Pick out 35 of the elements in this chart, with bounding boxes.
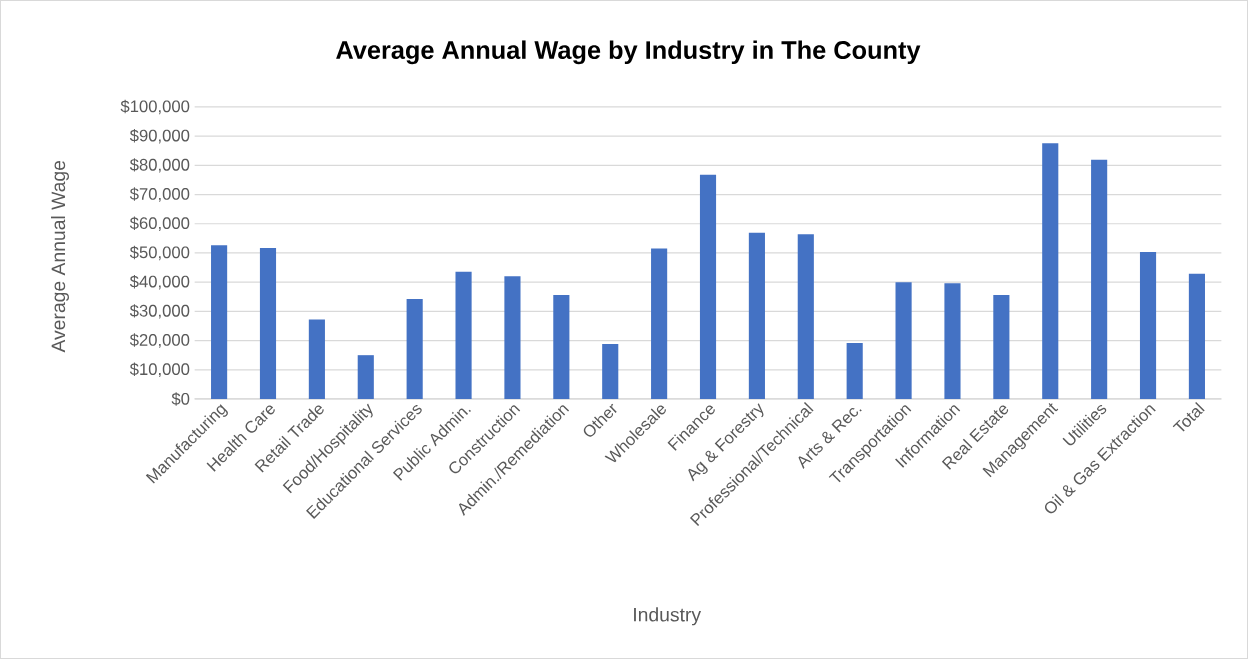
bar <box>1091 159 1108 399</box>
bar <box>602 344 619 399</box>
bar <box>406 299 423 399</box>
bar <box>259 248 277 399</box>
y-tick-label: $70,000 <box>129 187 190 202</box>
y-tick-label: $90,000 <box>129 128 190 144</box>
y-tick-label: $50,000 <box>129 245 190 261</box>
y-tick-label: $80,000 <box>129 158 190 173</box>
bar <box>944 283 961 399</box>
y-tick-label: $40,000 <box>129 274 190 290</box>
y-axis-title: Average Annual Wage <box>50 161 69 353</box>
bar <box>748 232 765 399</box>
bar <box>211 245 228 399</box>
bar <box>1139 252 1157 399</box>
y-tick-label: $60,000 <box>129 216 190 232</box>
y-tick-label: $20,000 <box>129 333 190 348</box>
chart-title: Average Annual Wage by Industry in The County <box>336 40 921 65</box>
bar <box>455 271 472 399</box>
bar <box>797 234 814 399</box>
y-tick-label: $100,000 <box>120 99 190 115</box>
bar <box>1188 273 1205 399</box>
bar <box>504 276 521 399</box>
bar <box>357 355 374 399</box>
y-tick-label: $10,000 <box>129 362 190 378</box>
y-tick-label: $0 <box>171 392 190 406</box>
bar <box>846 342 863 399</box>
bar <box>699 174 717 399</box>
bar <box>895 282 912 399</box>
bar <box>993 295 1010 399</box>
bar <box>308 319 325 399</box>
bar <box>651 248 668 399</box>
bar <box>553 295 570 399</box>
bar <box>1042 143 1059 399</box>
x-axis-title: Industry <box>634 607 702 626</box>
y-tick-label: $30,000 <box>129 304 190 319</box>
